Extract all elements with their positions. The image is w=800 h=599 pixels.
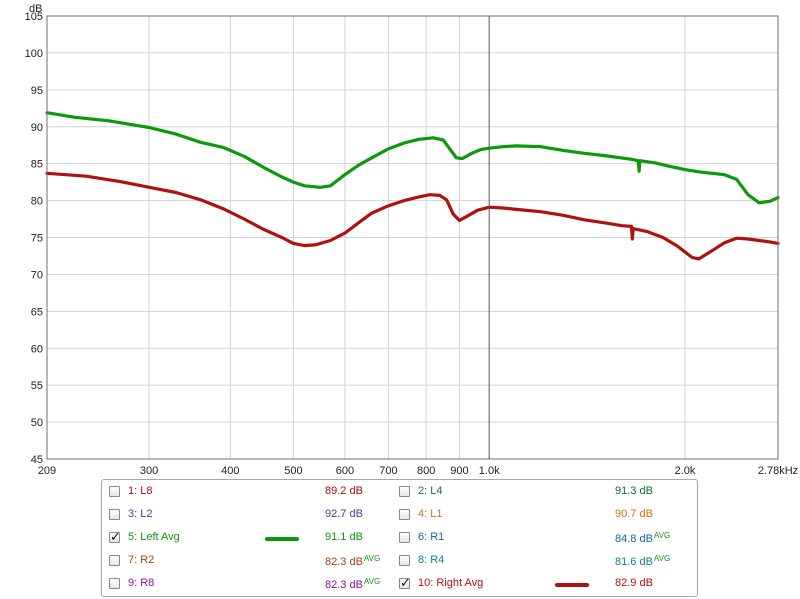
legend-checkbox[interactable] bbox=[399, 532, 410, 543]
legend-item-label: 2: L4 bbox=[418, 485, 443, 497]
x-tick-label: 209 bbox=[38, 465, 56, 477]
legend-item-value: 91.3 dB bbox=[615, 485, 653, 497]
legend-value-text: 82.3 dB bbox=[325, 579, 363, 591]
plot-frame bbox=[46, 15, 779, 460]
y-tick-label: 100 bbox=[25, 48, 43, 60]
legend-checkbox[interactable] bbox=[109, 555, 120, 566]
legend-item[interactable]: 3: L2 92.7 dB bbox=[102, 508, 692, 525]
y-tick-label: 75 bbox=[31, 233, 43, 245]
legend-avg-tag: AVG bbox=[363, 577, 381, 586]
y-tick-label: 90 bbox=[31, 122, 43, 134]
legend-item-label: 5: Left Avg bbox=[128, 531, 180, 543]
x-tick-label: 600 bbox=[336, 465, 354, 477]
legend-item-value: 90.7 dB bbox=[615, 508, 653, 520]
legend-checkbox[interactable]: ✓ bbox=[399, 575, 411, 590]
x-tick-label: 900 bbox=[450, 465, 468, 477]
legend-item-label: 10: Right Avg bbox=[418, 577, 484, 589]
legend-avg-tag: AVG bbox=[363, 554, 381, 563]
y-axis-unit-label: dB bbox=[29, 3, 42, 15]
legend-value-text: 90.7 dB bbox=[615, 508, 653, 520]
legend-panel: 1: L8 89.2 dB 2: L4 91.3 dB 3: L2 92.7 dB 4: L… bbox=[101, 479, 698, 597]
legend-item-value: 81.6 dBAVG bbox=[615, 554, 670, 568]
y-tick-label: 45 bbox=[31, 454, 43, 466]
legend-line-swatch bbox=[265, 537, 299, 541]
legend-item-value: 89.2 dB bbox=[325, 485, 363, 497]
legend-checkbox[interactable] bbox=[399, 486, 410, 497]
legend-value-text: 82.3 dB bbox=[325, 556, 363, 568]
x-tick-label: 500 bbox=[284, 465, 302, 477]
legend-item-label: 4: L1 bbox=[418, 508, 443, 520]
frequency-response-chart: 209 300 400 500 600 700 800 900 1.0k 2.0k 2.78kHz … bbox=[25, 3, 799, 477]
x-tick-label: 1.0k bbox=[479, 465, 500, 477]
y-axis-ticks: 45 50 55 60 65 70 75 80 85 90 95 100 105 bbox=[25, 11, 43, 466]
legend-checkbox[interactable]: ✓ bbox=[109, 529, 121, 544]
legend-item-label: 3: L2 bbox=[128, 508, 153, 520]
legend-value-text: 82.9 dB bbox=[615, 577, 653, 589]
series-line-right-avg bbox=[45, 171, 780, 261]
legend-item[interactable]: 4: L1 90.7 dB bbox=[102, 508, 692, 525]
x-axis-ticks: 209 300 400 500 600 700 800 900 1.0k 2.0k 2.78kHz bbox=[38, 465, 798, 477]
series-line-left-avg bbox=[45, 111, 780, 205]
legend-value-text: 84.8 dB bbox=[615, 533, 653, 545]
legend-checkbox[interactable] bbox=[399, 509, 410, 520]
legend-avg-tag: AVG bbox=[653, 554, 671, 563]
legend-item-value: 91.1 dB bbox=[325, 531, 363, 543]
legend-value-text: 81.6 dB bbox=[615, 556, 653, 568]
legend-item-label: 9: R8 bbox=[128, 577, 155, 589]
y-tick-label: 65 bbox=[31, 306, 43, 318]
legend-item[interactable]: 9: R8 82.3 dBAVG bbox=[102, 577, 692, 594]
y-tick-label: 85 bbox=[31, 159, 43, 171]
legend-avg-tag: AVG bbox=[653, 531, 671, 540]
series-group bbox=[45, 111, 780, 261]
legend-item-value: 82.9 dB bbox=[615, 577, 653, 589]
legend-line-swatch bbox=[555, 583, 589, 587]
y-tick-label: 70 bbox=[31, 269, 43, 281]
checkmark-icon: ✓ bbox=[110, 529, 121, 544]
x-tick-label: 700 bbox=[379, 465, 397, 477]
y-tick-label: 105 bbox=[25, 11, 43, 23]
legend-item[interactable]: 6: R1 84.8 dBAVG bbox=[102, 531, 692, 548]
x-tick-label: 800 bbox=[417, 465, 435, 477]
legend-item[interactable]: ✓ 5: Left Avg 91.1 dB bbox=[102, 529, 692, 548]
legend-item[interactable]: 8: R4 81.6 dBAVG bbox=[102, 554, 692, 571]
legend-item-label: 6: R1 bbox=[418, 531, 445, 543]
legend-value-text: 91.1 dB bbox=[325, 531, 363, 543]
legend-item[interactable]: 1: L8 89.2 dB bbox=[102, 485, 692, 502]
legend-value-text: 92.7 dB bbox=[325, 508, 363, 520]
legend-checkbox[interactable] bbox=[399, 555, 410, 566]
legend-item-label: 8: R4 bbox=[418, 554, 445, 566]
legend-checkbox[interactable] bbox=[109, 509, 120, 520]
y-tick-label: 50 bbox=[31, 417, 43, 429]
legend-item[interactable]: ✓ 10: Right Avg 82.9 dB bbox=[102, 575, 692, 594]
x-tick-label: 400 bbox=[221, 465, 239, 477]
legend-value-text: 91.3 dB bbox=[615, 485, 653, 497]
y-tick-label: 55 bbox=[31, 380, 43, 392]
x-tick-label: 2.78kHz bbox=[758, 465, 798, 477]
legend-item-value: 82.3 dBAVG bbox=[325, 554, 380, 568]
y-tick-label: 95 bbox=[31, 85, 43, 97]
legend-item-value: 84.8 dBAVG bbox=[615, 531, 670, 545]
legend-value-text: 89.2 dB bbox=[325, 485, 363, 497]
x-tick-label: 2.0k bbox=[675, 465, 696, 477]
y-tick-label: 80 bbox=[31, 196, 43, 208]
legend-item-label: 1: L8 bbox=[128, 485, 153, 497]
legend-checkbox[interactable] bbox=[109, 578, 120, 589]
legend-item-value: 92.7 dB bbox=[325, 508, 363, 520]
legend-item-value: 82.3 dBAVG bbox=[325, 577, 380, 591]
checkmark-icon: ✓ bbox=[400, 575, 411, 590]
x-tick-label: 300 bbox=[140, 465, 158, 477]
legend-item-label: 7: R2 bbox=[128, 554, 155, 566]
y-tick-label: 60 bbox=[31, 343, 43, 355]
legend-item[interactable]: 2: L4 91.3 dB bbox=[102, 485, 692, 502]
legend-checkbox[interactable] bbox=[109, 486, 120, 497]
legend-item[interactable]: 7: R2 82.3 dBAVG bbox=[102, 554, 692, 571]
